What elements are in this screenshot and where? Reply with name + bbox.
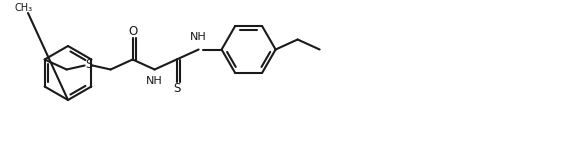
Text: CH₃: CH₃	[15, 3, 33, 13]
Text: S: S	[173, 82, 180, 95]
Text: NH: NH	[146, 76, 163, 87]
Text: NH: NH	[191, 32, 207, 42]
Text: S: S	[85, 58, 92, 71]
Text: O: O	[128, 25, 137, 38]
